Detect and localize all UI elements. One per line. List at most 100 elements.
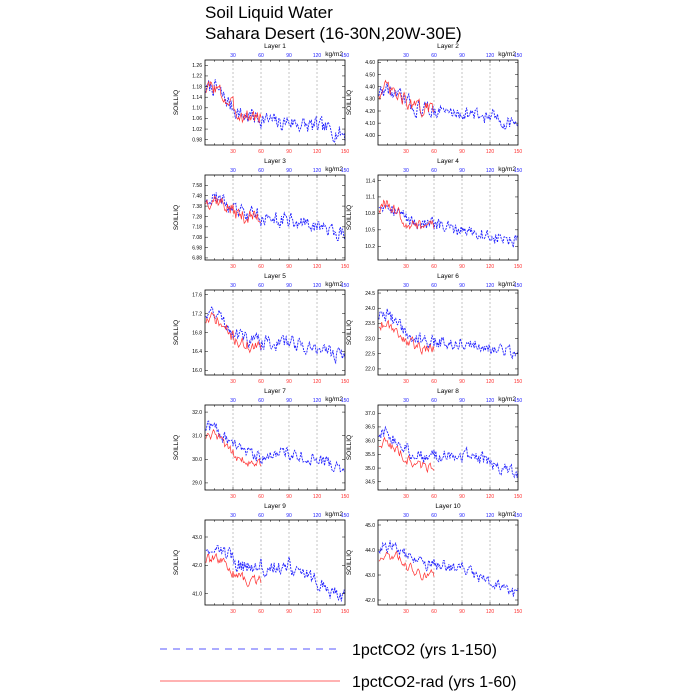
x-tick-label-bottom: 60 [431, 264, 437, 270]
x-tick-label-top: 150 [514, 53, 523, 59]
x-tick-label-bottom: 30 [403, 379, 409, 385]
x-tick-label-top: 30 [230, 168, 236, 174]
y-tick-label: 35.5 [365, 452, 375, 458]
y-tick-label: 7.38 [192, 204, 202, 210]
y-tick-label: 7.28 [192, 214, 202, 220]
x-tick-label-bottom: 60 [431, 609, 437, 615]
units-label: kg/m2 [325, 166, 343, 173]
panel-title: Layer 2 [437, 43, 459, 50]
x-tick-label-top: 60 [258, 53, 264, 59]
x-tick-label-bottom: 150 [341, 609, 350, 615]
series-line-1pctco2 [378, 540, 519, 597]
y-tick-label: 31.0 [192, 433, 202, 439]
x-tick-label-bottom: 120 [313, 149, 322, 155]
chart-panel-layer-6: Layer 6 kg/m2 SOILLIQ 30 30 60 60 90 90 120 120 150… [346, 273, 522, 385]
x-tick-label-bottom: 90 [286, 379, 292, 385]
x-tick-label-bottom: 60 [431, 494, 437, 500]
series-line-1pctco2-rad [205, 428, 262, 467]
x-tick-label-bottom: 30 [403, 264, 409, 270]
x-tick-label-top: 90 [459, 513, 465, 519]
x-tick-label-top: 150 [514, 398, 523, 404]
x-tick-label-bottom: 30 [230, 149, 236, 155]
plot-frame [377, 59, 519, 146]
y-tick-label: 7.48 [192, 194, 202, 200]
chart-panel-layer-3: Layer 3 kg/m2 SOILLIQ 30 30 60 60 90 90 120 120 150… [173, 158, 349, 270]
y-axis-label: SOILLIQ [173, 550, 180, 575]
y-tick-label: 11.4 [366, 178, 376, 184]
x-tick-label-bottom: 90 [286, 609, 292, 615]
x-tick-label-bottom: 60 [258, 149, 264, 155]
x-tick-label-top: 120 [313, 398, 322, 404]
y-tick-label: 23.5 [365, 321, 375, 327]
x-tick-label-bottom: 60 [258, 264, 264, 270]
y-tick-label: 7.58 [192, 183, 202, 189]
y-axis-label: SOILLIQ [173, 90, 180, 115]
y-tick-label: 1.18 [192, 84, 202, 90]
y-axis-label: SOILLIQ [346, 435, 353, 460]
y-tick-label: 36.5 [365, 425, 375, 431]
x-tick-label-bottom: 120 [486, 494, 495, 500]
x-tick-label-top: 90 [286, 283, 292, 289]
plot-frame [377, 289, 519, 376]
panel-title: Layer 10 [435, 503, 461, 510]
y-tick-label: 17.6 [192, 293, 202, 299]
x-tick-label-bottom: 150 [341, 494, 350, 500]
x-tick-label-bottom: 150 [514, 609, 523, 615]
panel-title: Layer 3 [264, 158, 286, 165]
y-tick-label: 10.8 [365, 211, 375, 217]
x-tick-label-top: 150 [341, 398, 350, 404]
y-axis-label: SOILLIQ [346, 90, 353, 115]
x-tick-label-bottom: 90 [286, 264, 292, 270]
y-tick-label: 36.0 [365, 438, 375, 444]
y-tick-label: 32.0 [192, 410, 202, 416]
x-tick-label-top: 30 [230, 283, 236, 289]
y-tick-label: 16.0 [192, 368, 202, 374]
panel-title: Layer 5 [264, 273, 286, 280]
series-line-1pctco2 [205, 79, 346, 144]
y-axis-label: SOILLIQ [346, 205, 353, 230]
x-tick-label-top: 30 [230, 513, 236, 519]
x-tick-label-bottom: 60 [258, 379, 264, 385]
units-label: kg/m2 [498, 511, 516, 518]
y-tick-label: 4.60 [365, 60, 375, 66]
x-tick-label-bottom: 120 [313, 609, 322, 615]
chart-panel-layer-5: Layer 5 kg/m2 SOILLIQ 30 30 60 60 90 90 120 120 150… [173, 273, 349, 385]
chart-panel-layer-7: Layer 7 kg/m2 SOILLIQ 30 30 60 60 90 90 120 120 150… [173, 388, 349, 500]
x-tick-label-bottom: 120 [313, 379, 322, 385]
x-tick-label-bottom: 150 [514, 149, 523, 155]
x-tick-label-bottom: 90 [459, 264, 465, 270]
x-tick-label-top: 120 [313, 53, 322, 59]
series-line-1pctco2 [378, 308, 519, 360]
x-tick-label-top: 120 [313, 513, 322, 519]
panel-title: Layer 9 [264, 503, 286, 510]
x-tick-label-bottom: 90 [459, 379, 465, 385]
x-tick-label-bottom: 60 [258, 609, 264, 615]
plot-frame [204, 174, 346, 261]
x-tick-label-top: 120 [486, 283, 495, 289]
x-tick-label-bottom: 30 [230, 379, 236, 385]
x-tick-label-bottom: 60 [431, 379, 437, 385]
x-tick-label-bottom: 30 [403, 609, 409, 615]
x-tick-label-bottom: 150 [341, 379, 350, 385]
chart-panel-layer-4: Layer 4 kg/m2 SOILLIQ 30 30 60 60 90 90 120 120 150… [346, 158, 522, 270]
series-line-1pctco2 [205, 420, 346, 473]
x-tick-label-bottom: 90 [286, 149, 292, 155]
y-tick-label: 4.30 [365, 97, 375, 103]
series-line-1pctco2-rad [205, 311, 262, 354]
x-tick-label-bottom: 90 [286, 494, 292, 500]
x-tick-label-top: 120 [486, 168, 495, 174]
y-tick-label: 24.5 [365, 291, 375, 297]
series-line-1pctco2 [205, 545, 346, 602]
y-tick-label: 22.5 [365, 352, 375, 358]
series-line-1pctco2 [378, 205, 519, 248]
y-tick-label: 30.0 [192, 457, 202, 463]
chart-panel-layer-9: Layer 9 kg/m2 SOILLIQ 30 30 60 60 90 90 120 120 150… [173, 503, 349, 615]
x-tick-label-top: 90 [286, 53, 292, 59]
x-tick-label-top: 60 [431, 283, 437, 289]
x-tick-label-top: 30 [403, 53, 409, 59]
x-tick-label-bottom: 120 [313, 494, 322, 500]
y-tick-label: 1.06 [192, 116, 202, 122]
y-tick-label: 4.20 [365, 109, 375, 115]
y-tick-label: 44.0 [365, 548, 375, 554]
